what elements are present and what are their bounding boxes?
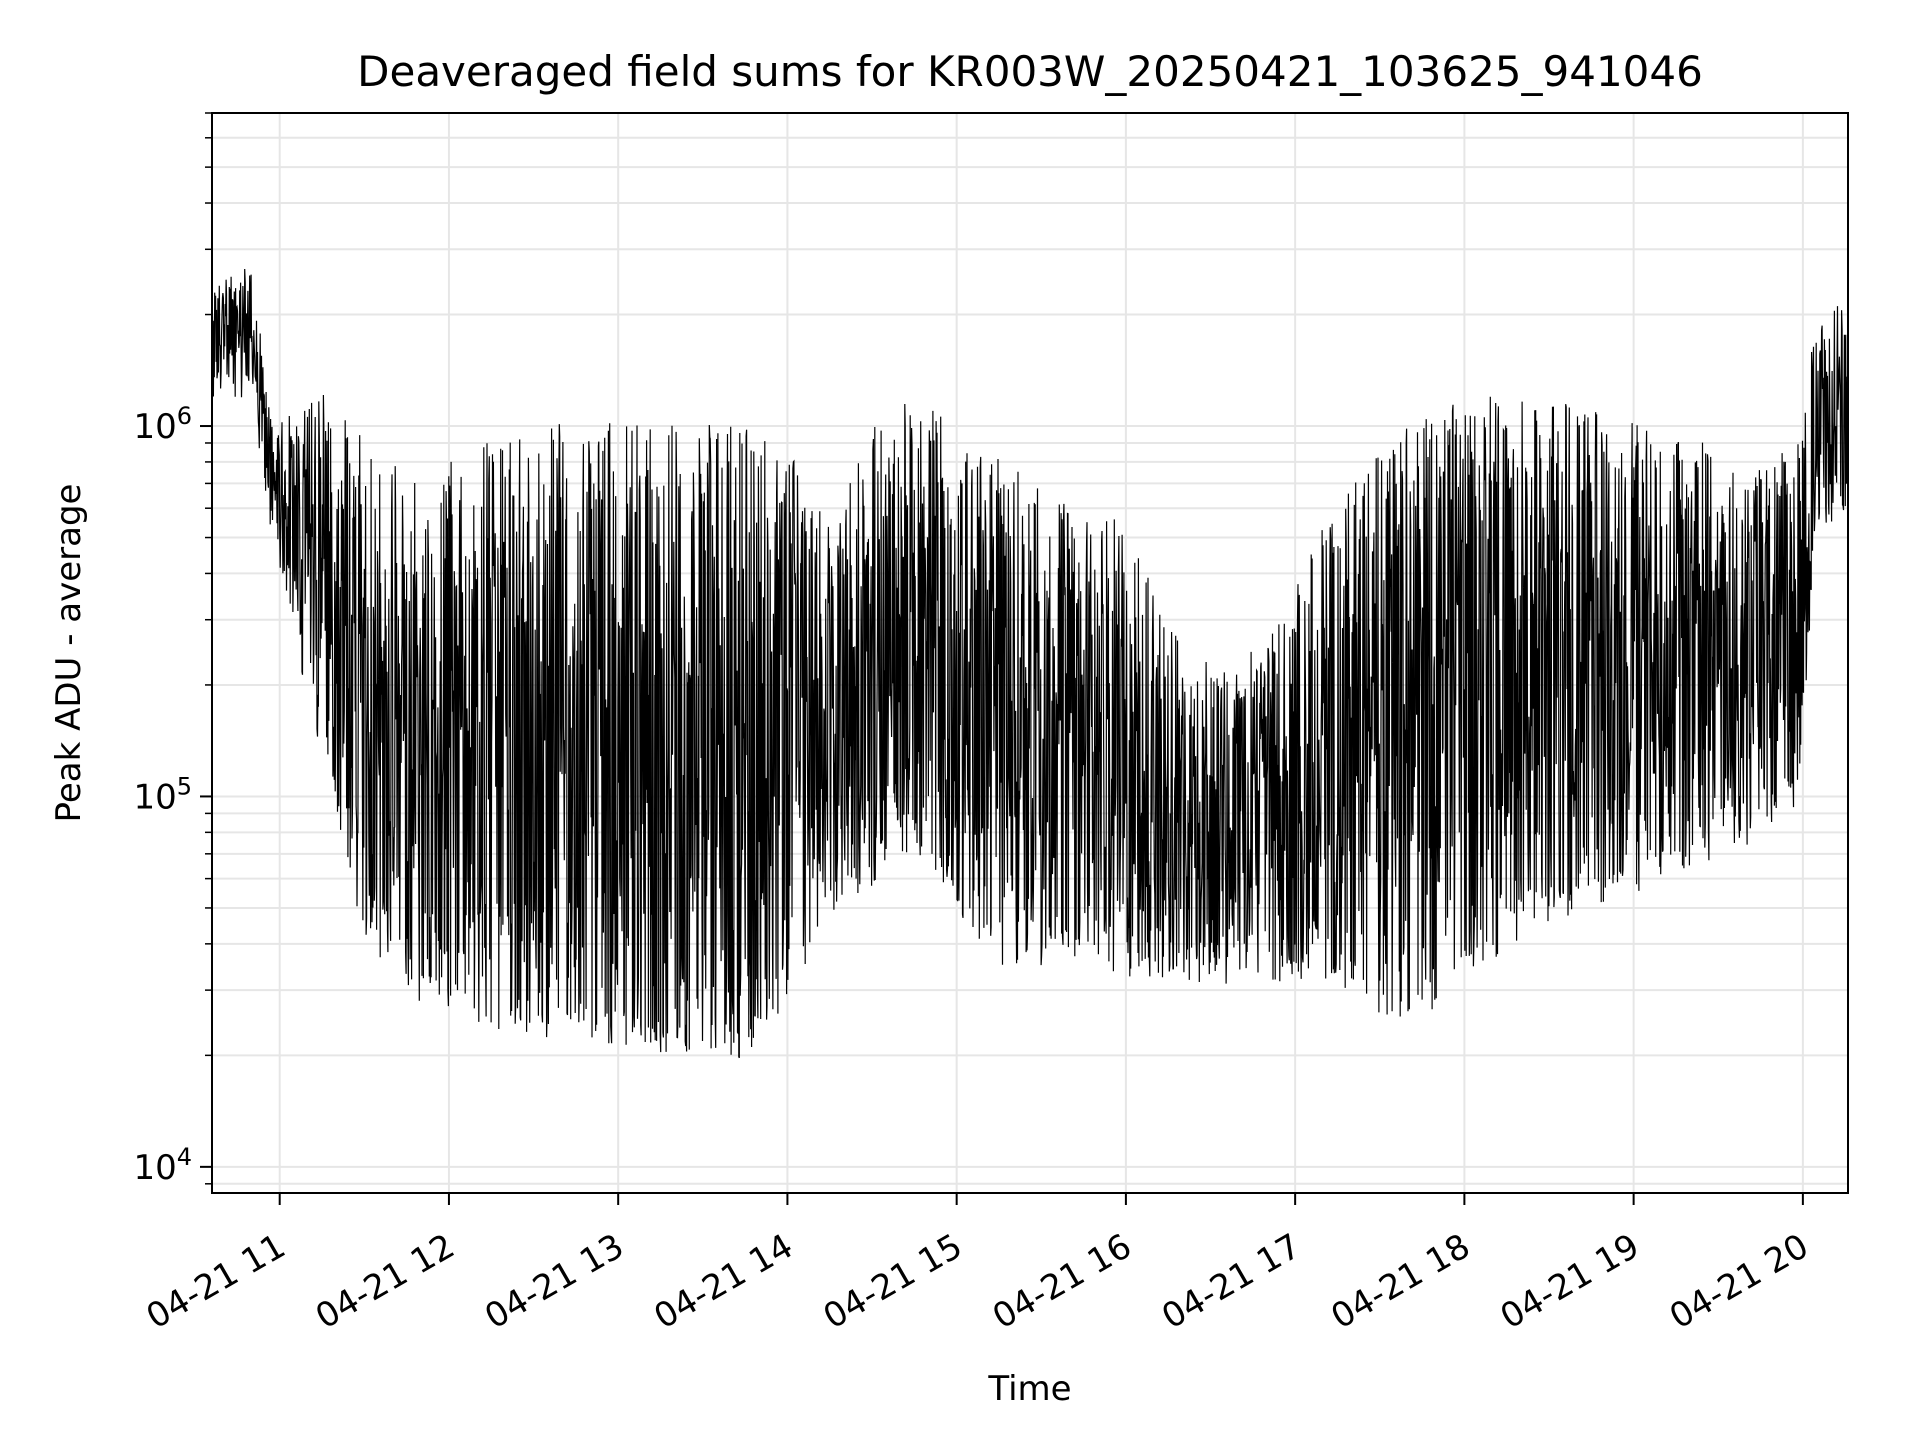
y-tick-base: 10 [133,1148,176,1188]
y-axis-label: Peak ADU - average [49,484,89,823]
x-axis-label: Time [987,1369,1071,1409]
series-line [211,268,1849,1059]
data-series [211,268,1849,1059]
y-tick-label: 105 [133,772,192,817]
y-tick-exponent: 5 [177,772,192,800]
y-tick-label: 106 [133,402,192,447]
chart-title: Deaveraged field sums for KR003W_2025042… [357,47,1703,96]
y-tick-exponent: 6 [177,402,192,430]
y-tick-base: 10 [133,407,176,447]
y-tick-exponent: 4 [177,1143,192,1171]
plot-frame [211,112,1849,1194]
y-tick-base: 10 [133,777,176,817]
y-tick-label: 104 [133,1143,192,1188]
